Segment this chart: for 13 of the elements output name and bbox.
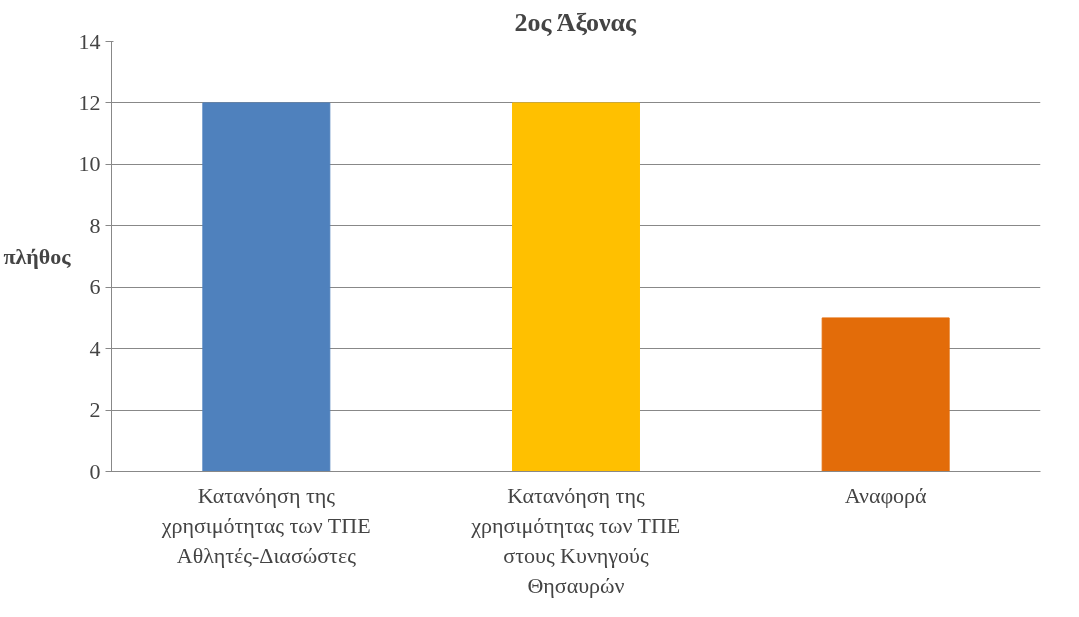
y-tick-label: 2 <box>89 397 101 423</box>
y-tick-label: 12 <box>78 89 101 115</box>
y-tick-label: 8 <box>89 212 101 238</box>
y-tick-label: 14 <box>78 28 101 54</box>
y-axis-title: πλήθος <box>3 244 72 269</box>
x-tick-label: Κατανόηση της χρησιμότητας των ΤΠΕ στους Κυνηγούς Θησαυρών <box>470 482 681 598</box>
y-tick-label: 0 <box>89 458 101 484</box>
chart-title: 2ος Άξονας <box>514 7 637 37</box>
y-tick-label: 6 <box>89 274 101 300</box>
x-tick-label: Κατανόηση της χρησιμότητας των ΤΠΕ Αθλητές-Διασώστες <box>160 482 371 568</box>
y-tick-label: 10 <box>78 151 101 177</box>
y-tick-label: 4 <box>89 335 101 361</box>
x-tick-label: Αναφορά <box>844 482 928 508</box>
